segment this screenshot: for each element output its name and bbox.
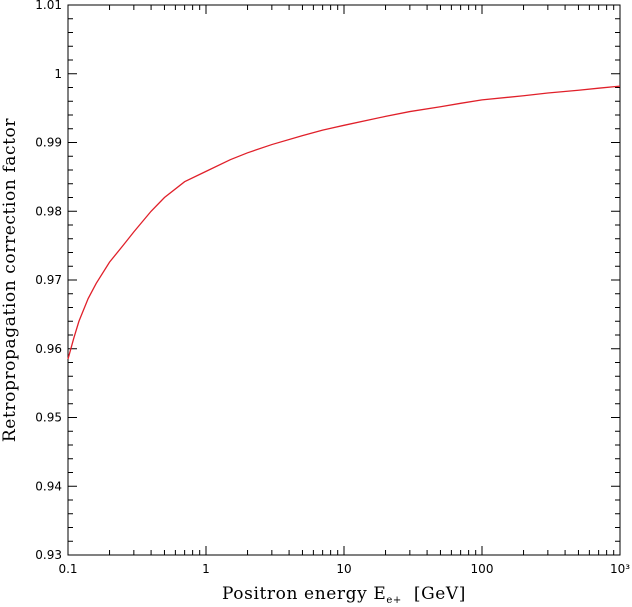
series-line: [67, 85, 621, 360]
plot-frame: [67, 4, 621, 556]
x-tick-label: 10³: [610, 562, 630, 576]
x-axis-title: Positron energy Ee+ [GeV]: [222, 584, 466, 606]
x-axis-title-unit: [GeV]: [414, 584, 466, 604]
x-tick-label: 100: [471, 562, 494, 576]
y-tick-label: 0.97: [35, 273, 62, 287]
axis-ticks: [67, 4, 621, 556]
x-tick-label: 10: [336, 562, 351, 576]
y-tick-label: 1: [54, 67, 62, 81]
y-tick-label: 0.94: [35, 479, 62, 493]
y-tick-label: 0.96: [35, 342, 62, 356]
y-tick-label: 0.95: [35, 411, 62, 425]
axis-tick-labels: 0.1 1 10 100 10³ 0.93 0.94 0.95 0.96 0.97 0.98 0.99…: [35, 0, 630, 576]
x-tick-label: 0.1: [58, 562, 77, 576]
y-tick-label: 0.99: [35, 136, 62, 150]
y-axis-title: Retropropagation correction factor: [0, 118, 20, 442]
x-axis-title-subscript: e+: [386, 595, 402, 606]
y-tick-label: 0.98: [35, 204, 62, 218]
x-tick-label: 1: [202, 562, 210, 576]
y-tick-label: 1.01: [35, 0, 62, 12]
y-tick-label: 0.93: [35, 548, 62, 562]
